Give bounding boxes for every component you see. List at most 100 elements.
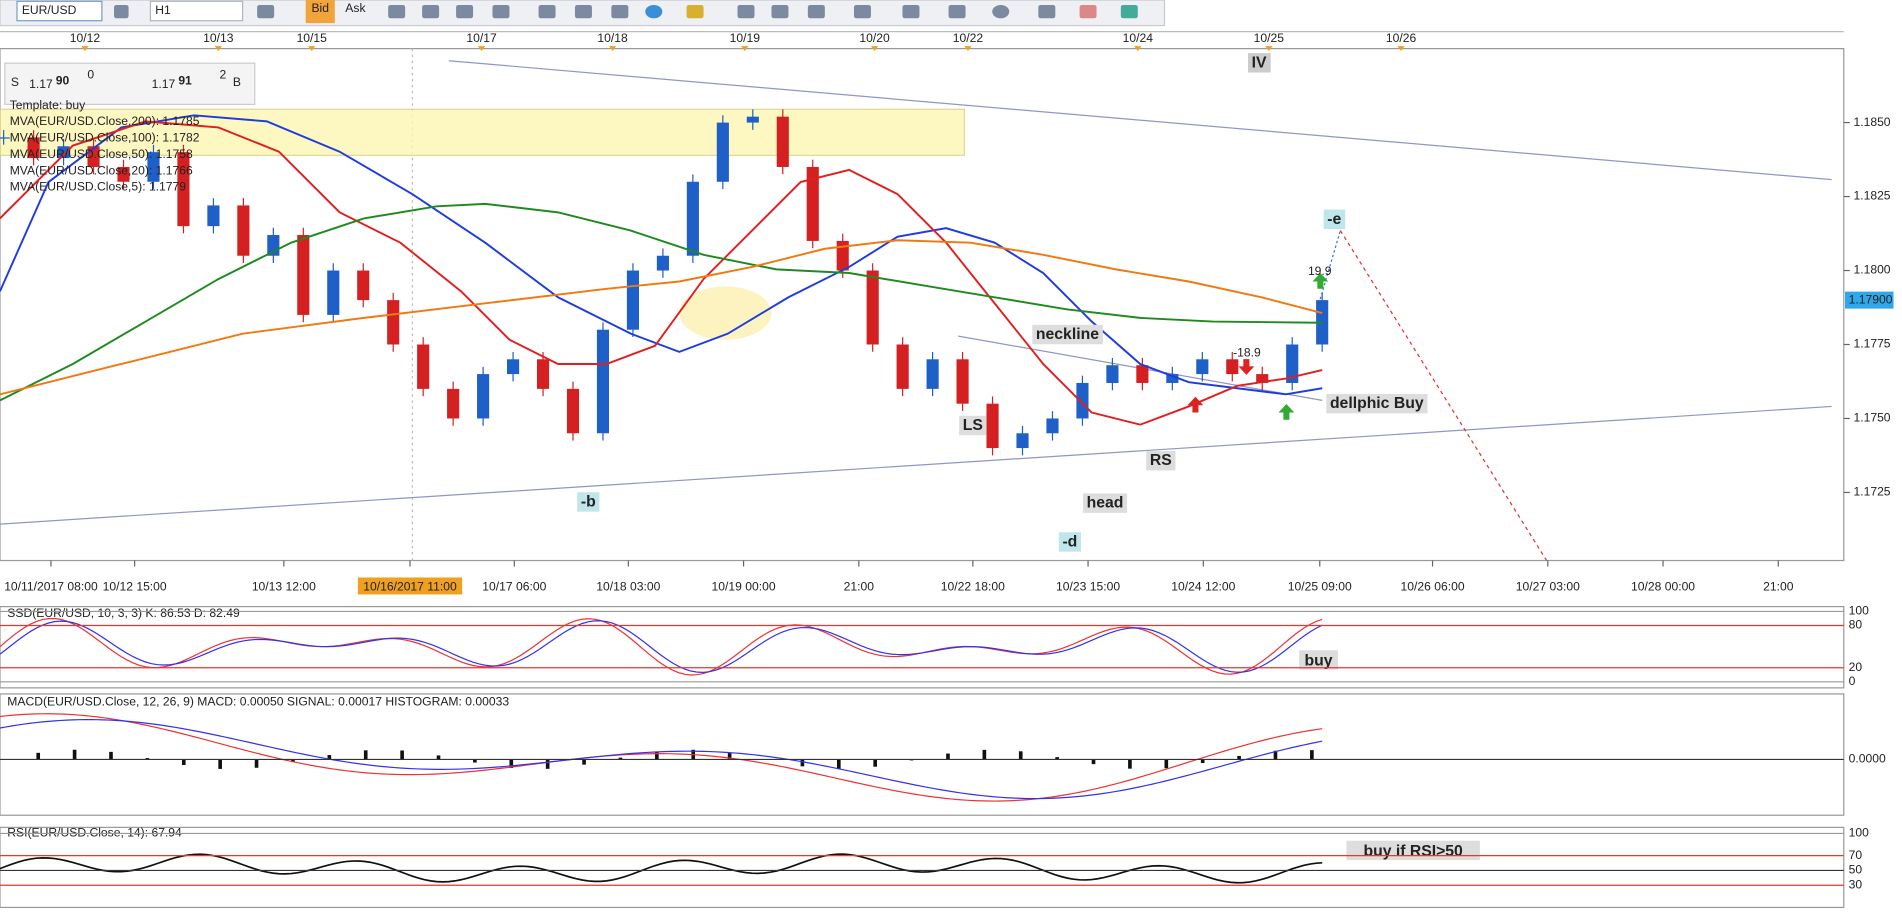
buy-pips: 91 (178, 74, 192, 88)
candle (0, 137, 10, 139)
upper-trendline (448, 60, 1832, 181)
legend-entry: MVA(EUR/USD.Close,5): 1.1779 (10, 180, 187, 194)
histogram-bar (1055, 757, 1059, 760)
stochastic-note: buy (1305, 652, 1333, 669)
histogram-bar (291, 759, 295, 763)
histogram-bar (109, 751, 113, 760)
histogram-bar (946, 753, 950, 760)
signal-arrows (1187, 273, 1329, 420)
candle (626, 270, 640, 330)
sell-big: 1.17 (29, 77, 53, 91)
candle (57, 146, 70, 159)
annotation: dellphic Buy (1330, 395, 1424, 412)
candle (656, 255, 669, 271)
annotation-box (1058, 532, 1081, 552)
legend-entry: Template: buy (10, 98, 86, 112)
histogram-bar (727, 753, 732, 760)
candle (716, 122, 729, 182)
annotation: -e (1327, 211, 1341, 228)
y-tick-label: 0 (1849, 674, 1856, 688)
histogram-bar (1273, 750, 1278, 760)
x-tick-label: 10/27 03:00 (1516, 579, 1580, 593)
histogram-bar (1200, 759, 1205, 764)
ma100-line (0, 202, 1323, 402)
date-label: 10/20 (859, 31, 890, 45)
candle (1196, 359, 1209, 375)
sell-letter[interactable]: S (11, 75, 19, 89)
candle (177, 152, 190, 227)
y-tick-label: 1.1850 (1853, 115, 1890, 129)
annotation: IV (1252, 54, 1267, 71)
bid-label: Bid (311, 1, 329, 15)
x-tick-label: 10/11/2017 08:00 (4, 579, 98, 593)
candle (117, 166, 130, 182)
candle (806, 166, 819, 241)
candle (417, 344, 430, 389)
candle (1226, 359, 1239, 375)
annotation-box (1146, 450, 1176, 471)
quote-box (4, 62, 256, 106)
candle (536, 359, 550, 389)
date-label: 10/18 (597, 31, 628, 45)
timeframe: H1 (155, 3, 171, 17)
date-marker (308, 46, 316, 52)
histogram-bar (254, 759, 259, 768)
x-tick-label: 10/17 06:00 (482, 579, 546, 593)
legend-entry: MVA(EUR/USD.Close,50): 1.1758 (10, 147, 193, 161)
x-tick-label: 10/23 15:00 (1056, 579, 1120, 593)
candle (1106, 365, 1119, 383)
buy-letter[interactable]: B (233, 75, 241, 89)
candle (1076, 382, 1089, 419)
candle (926, 359, 939, 389)
date-marker (214, 46, 222, 52)
y-tick-label: 1.1825 (1853, 189, 1890, 203)
x-tick-label: 10/24 12:00 (1171, 579, 1235, 593)
date-label: 10/17 (466, 31, 497, 45)
ask-label[interactable]: Ask (345, 1, 366, 15)
resistance-zone (0, 108, 965, 156)
x-tick-label: 10/25 09:00 (1288, 579, 1352, 593)
symbol-select[interactable] (16, 0, 103, 22)
candle (566, 388, 580, 434)
histogram-bar (1310, 750, 1314, 760)
histogram-bar (545, 759, 550, 769)
annotation: -d (1062, 533, 1077, 550)
x-tick-label: 10/26 06:00 (1401, 579, 1465, 593)
candle (1016, 433, 1029, 449)
annotation: -b (581, 493, 596, 510)
cursor-time-box (357, 577, 463, 595)
candle (776, 116, 789, 167)
candle (1286, 344, 1299, 383)
stoch-k (0, 617, 1323, 676)
date-marker (477, 46, 486, 52)
y-tick-label: 1.1775 (1853, 337, 1890, 351)
annotation-box (1326, 393, 1428, 414)
legend-entry: MVA(EUR/USD.Close,20): 1.1766 (10, 163, 193, 177)
y-tick-label: 100 (1849, 826, 1869, 840)
buy-frac: 2 (220, 67, 227, 81)
date-marker (608, 46, 617, 52)
timeframe-select[interactable] (149, 0, 244, 22)
x-tick-label: 10/22 18:00 (941, 579, 1005, 593)
date-label: 10/22 (953, 31, 984, 45)
histogram-bar (145, 758, 150, 760)
histogram-bar (1018, 751, 1023, 760)
bid-button[interactable] (305, 0, 335, 24)
sell-frac: 0 (87, 67, 94, 81)
candle (1046, 418, 1059, 434)
candle (477, 374, 490, 419)
histogram-bar (36, 752, 41, 760)
stochastic-label: SSD(EUR/USD, 10, 3, 3) K: 86.53 D: 82.49 (7, 606, 240, 620)
y-tick-label: 50 (1849, 863, 1863, 877)
rsi-line (0, 853, 1323, 884)
y-tick-label: 30 (1849, 877, 1863, 891)
candle (237, 205, 250, 256)
x-tick-label: 21:00 (844, 579, 875, 593)
date-marker (964, 46, 972, 52)
stoch-d (0, 620, 1323, 673)
histogram-bar (72, 749, 77, 760)
macd-line (0, 713, 1323, 802)
date-label: 10/25 (1254, 31, 1285, 45)
toolbar-icons (114, 4, 1138, 19)
